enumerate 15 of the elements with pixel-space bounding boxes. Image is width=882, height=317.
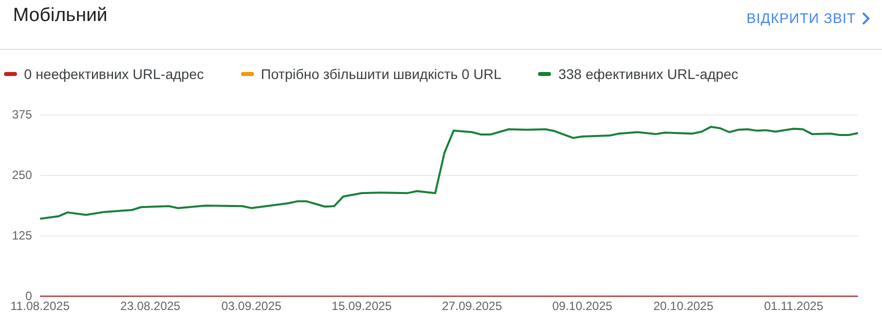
y-tick-label: 125	[12, 228, 32, 242]
x-tick-label: 03.09.2025	[221, 299, 282, 314]
y-tick-label: 375	[12, 108, 32, 122]
x-tick-label: 20.10.2025	[653, 299, 714, 314]
x-tick-label: 27.09.2025	[442, 299, 502, 314]
chart-title: Мобільний	[13, 5, 108, 27]
x-tick-label: 01.11.2025	[764, 299, 824, 314]
text: ВІДКРИТИ ЗВІТ	[746, 10, 856, 26]
x-tick-label: 23.08.2025	[120, 299, 181, 314]
x-tick-label: 15.09.2025	[332, 299, 392, 314]
x-tick-label: 09.10.2025	[552, 299, 613, 314]
legend-label: 0 неефективних URL-адрес	[24, 66, 204, 82]
legend-label: 338 ефективних URL-адрес	[558, 66, 738, 82]
y-tick-label: 250	[12, 168, 32, 182]
legend-label: Потрібно збільшити швидкість 0 URL	[260, 66, 502, 82]
